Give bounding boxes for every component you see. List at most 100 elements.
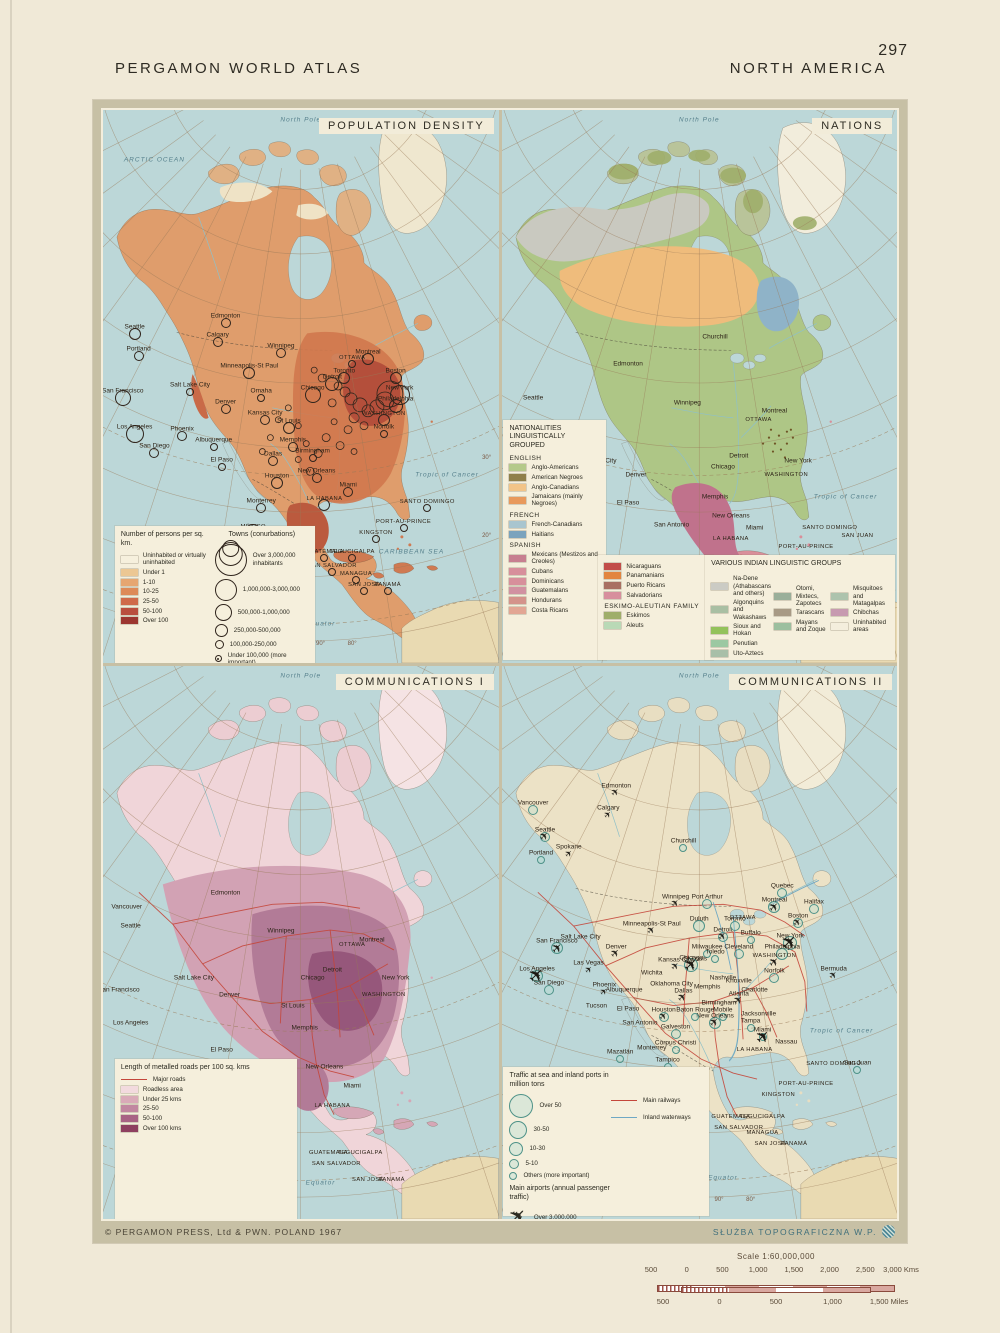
legend-row: Mexicans (Mestizos and Creoles) — [509, 551, 600, 565]
legend-label: Nicaraguans — [626, 562, 662, 570]
legend-swatch — [120, 1086, 138, 1094]
scale-tick-label: 0 — [717, 1297, 722, 1306]
legend-swatch — [711, 626, 729, 634]
legend-swatch — [120, 598, 138, 606]
legend-swatch — [831, 609, 848, 617]
legend-label: French-Canadians — [531, 521, 583, 529]
legend-label: Na-Dene (Athabascans and others) — [733, 575, 772, 597]
map-plate: POPULATION DENSITY North Pole ARCTIC OCEA… — [93, 100, 907, 1243]
legend-label: Anglo-Americans — [531, 464, 579, 472]
legend-swatch — [604, 591, 622, 599]
legend-row: Dominicans — [509, 578, 600, 585]
legend-swatch — [120, 607, 138, 615]
legend-swatch — [604, 621, 622, 629]
legend-swatch — [120, 569, 138, 577]
scale-tick-label: 1,500 Miles — [869, 1297, 909, 1306]
circle-legend-label: Over 50 — [539, 1102, 562, 1110]
legend-row: 10-25 — [120, 588, 215, 596]
spanish-subhead: SPANISH — [509, 541, 542, 549]
legend-swatch — [711, 649, 729, 657]
legend-label: Roadless area — [142, 1086, 183, 1093]
spanish-groups: Mexicans (Mestizos and Creoles) Cubans Dom… — [509, 551, 600, 614]
circle-symbol — [214, 639, 224, 649]
legend-swatch — [604, 562, 622, 570]
legend-row: 25-50 — [120, 598, 215, 606]
legend-swatch — [120, 588, 138, 596]
legend-swatch — [604, 572, 622, 580]
legend-label: Hondurans — [531, 596, 562, 604]
legend-row: Tarascans — [774, 609, 828, 617]
circle-legend-label: 100,000-250,000 — [229, 640, 277, 648]
panel-communications-1: COMMUNICATIONS I North Pole Vancouver Edmo… — [103, 666, 499, 1219]
scale-tick-label: 500 — [656, 1297, 670, 1306]
road-density-classes: Roadless area Under 25 kms 25-50 50-100 Over… — [120, 1086, 291, 1132]
circle-symbol — [214, 603, 232, 621]
comm1-map-canvas — [103, 666, 499, 1219]
legend-row: Under 25 kms — [120, 1096, 291, 1103]
legend-swatch — [509, 464, 527, 472]
legend-swatch — [711, 606, 729, 614]
legend-row: Otomi, Mixtecs, Zapotecs — [774, 585, 828, 607]
airports-legend-title: Main airports (annual passenger traffic) — [509, 1184, 610, 1201]
legend-swatch — [774, 609, 792, 617]
legend-swatch — [509, 554, 527, 562]
scale-label: Scale 1:60,000,000 — [737, 1252, 815, 1261]
comm1-legend-title: Length of metalled roads per 100 sq. kms — [120, 1063, 250, 1071]
panel-title-nations: NATIONS — [812, 117, 893, 134]
legend-row: Na-Dene (Athabascans and others) — [711, 575, 772, 597]
legend-swatch — [509, 474, 527, 482]
legend-row: Uninhabited or virtually uninhabited — [120, 552, 215, 566]
legend-row: Salvadorians — [604, 592, 707, 599]
legend-row: Under 1 — [120, 569, 215, 577]
railways-label: Main railways — [642, 1096, 681, 1104]
scale-tick-label: 3,000 Kms — [883, 1265, 919, 1274]
major-roads-label: Major roads — [152, 1076, 186, 1084]
circle-symbol — [509, 1120, 528, 1139]
legend-label: Jamaicans (mainly Negroes) — [531, 493, 583, 508]
legend-swatch — [509, 483, 527, 491]
legend-label: Algonquins and Wakashaws — [733, 599, 767, 621]
population-legend: Number of persons per sq. km. Uninhabite… — [114, 525, 315, 663]
circle-legend-label: 1,000,000-3,000,000 — [242, 586, 300, 594]
legend-row: Anglo-Americans — [509, 464, 600, 472]
legend-swatch — [120, 1124, 138, 1132]
legend-label: Costa Ricans — [531, 606, 569, 614]
legend-row: Aleuts — [604, 622, 707, 629]
legend-swatch — [120, 1105, 138, 1113]
circle-symbol — [214, 578, 237, 601]
port-traffic-classes: Over 50 30-50 10-30 5-10 Others (more import… — [509, 1093, 611, 1180]
major-road-line-sample — [120, 1079, 147, 1081]
legend-row: Jamaicans (mainly Negroes) — [509, 493, 600, 507]
legend-label: Salvadorians — [626, 591, 663, 599]
legend-row: Mayans and Zoque — [774, 619, 828, 633]
legend-label: Cubans — [531, 568, 553, 576]
legend-label: 25-50 — [142, 1105, 159, 1113]
legend-swatch — [711, 582, 729, 590]
panel-nations: NATIONS North Pole Churchill Edmonton Seatt… — [501, 110, 897, 663]
legend-swatch — [509, 587, 527, 595]
legend-row: Haitians — [509, 531, 600, 538]
indian-groups-2: Otomi, Mixtecs, Zapotecs Tarascans Mayans … — [774, 583, 831, 659]
nationalities-header: NATIONALITIES LINGUISTICALLY GROUPED — [509, 424, 566, 450]
circle-legend-row: 250,000-500,000 — [214, 623, 309, 637]
legend-label: Under 1 — [142, 569, 165, 577]
comm2-legend: Traffic at sea and inland ports in milli… — [503, 1067, 710, 1219]
legend-label: Sioux and Hokan — [733, 623, 761, 638]
legend-row: American Negroes — [509, 474, 600, 482]
airport-legend-label: Over 3,000,000 — [533, 1213, 577, 1219]
legend-label: Uninhabited areas — [853, 618, 887, 634]
circle-legend-row: 100,000-250,000 — [214, 639, 309, 649]
legend-row: 50-100 — [120, 1114, 291, 1122]
legend-label: Otomi, Mixtecs, Zapotecs — [796, 585, 822, 607]
nations-legend-spanish2-eskimo: Nicaraguans Panamanians Puerto Ricans Salva… — [598, 555, 714, 661]
legend-swatch — [120, 1114, 138, 1122]
legend-label: Uto-Aztecs — [733, 649, 764, 657]
circle-symbol — [509, 1171, 518, 1180]
scale-tick-label: 500 — [769, 1297, 783, 1306]
scale-tick-label: 0 — [684, 1265, 689, 1274]
panel-title-population: POPULATION DENSITY — [318, 117, 494, 134]
legend-row: Costa Ricans — [509, 607, 600, 614]
panel-population-density: POPULATION DENSITY North Pole ARCTIC OCEA… — [103, 110, 499, 663]
legend-row: Puerto Ricans — [604, 582, 707, 589]
